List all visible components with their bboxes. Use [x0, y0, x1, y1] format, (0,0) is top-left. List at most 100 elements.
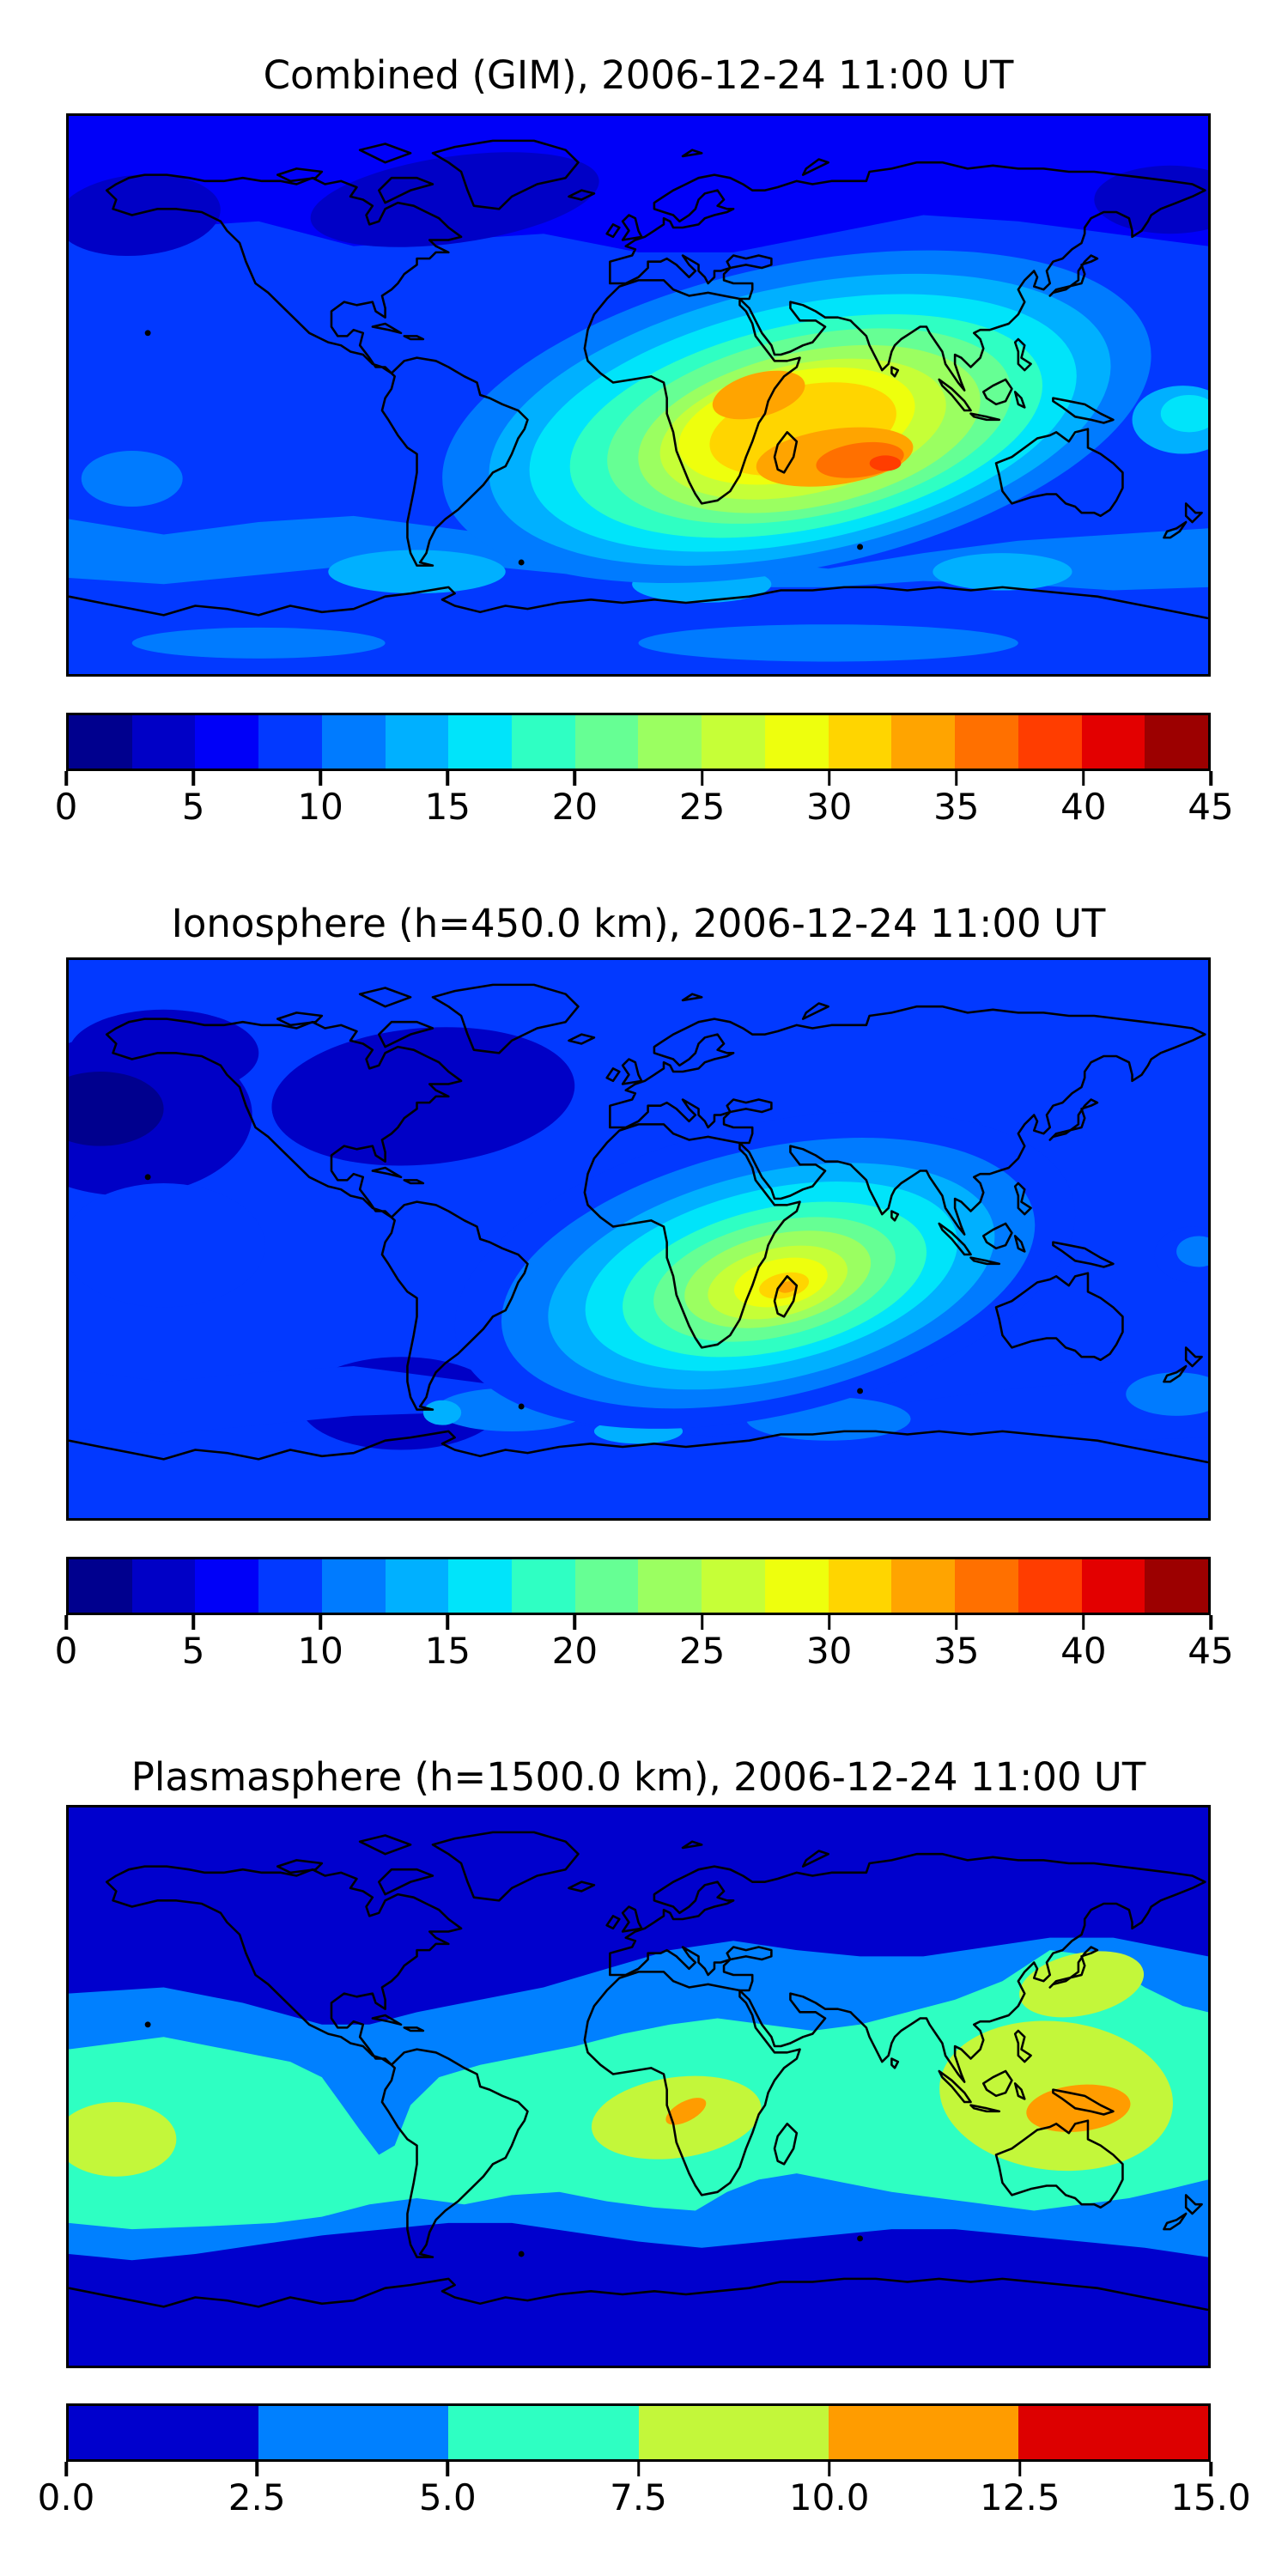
coastline [1184, 2194, 1203, 2215]
coastline [1013, 2082, 1026, 2100]
colorbar-tick [191, 1615, 195, 1630]
colorbar-tick-label: 30 [805, 1630, 853, 1672]
contour-band [869, 455, 902, 471]
colorbar-segment [1018, 1559, 1082, 1613]
colorbar-tick-label: 10.0 [788, 2476, 870, 2518]
coastline [403, 335, 425, 341]
coastline [994, 1272, 1124, 1362]
colorbar-tick-label: 45 [1188, 786, 1234, 828]
coastline [431, 983, 580, 1054]
contour-band [712, 370, 805, 420]
coastline [969, 1256, 1001, 1266]
coastline [1163, 2212, 1188, 2231]
contour-band [1160, 395, 1208, 433]
colorbar-tick-label: 35 [933, 1630, 980, 1672]
coastline [105, 173, 463, 374]
island-dot [857, 2235, 864, 2242]
coastline [1048, 1098, 1099, 1141]
colorbar-tick-label: 5 [181, 1630, 205, 1672]
island-dot [518, 1403, 525, 1410]
coastline [358, 987, 412, 1008]
coastline [276, 167, 324, 183]
colorbar-tick-label: 10 [297, 1630, 343, 1672]
contour-band [69, 1183, 265, 1308]
coastline [969, 2104, 1001, 2113]
colorbar-tick [64, 771, 68, 786]
colorbar-segment [512, 715, 575, 769]
colorbar-segment [955, 1559, 1018, 1613]
coastline [371, 322, 403, 335]
coastline [276, 1859, 324, 1874]
island-dot [144, 2021, 151, 2028]
contour-band [69, 2102, 177, 2177]
coastline [378, 176, 434, 204]
panel2-colorbar [66, 1557, 1211, 1615]
colorbar-tick-label: 20 [551, 786, 598, 828]
coastline [358, 1834, 412, 1856]
colorbar-tick-label: 5.0 [418, 2476, 477, 2518]
coastline [568, 189, 596, 201]
contour-band [1176, 1236, 1208, 1267]
coastline [605, 1067, 621, 1083]
colorbar-tick [446, 2462, 450, 2476]
panel2-map [66, 957, 1211, 1521]
colorbar-segment [891, 715, 956, 769]
coastline [801, 1002, 829, 1020]
coastline [890, 2057, 900, 2069]
colorbar-segment [448, 1559, 513, 1613]
coastline [1013, 2029, 1032, 2063]
island-dot [144, 1174, 151, 1181]
colorbar-tick [64, 2462, 68, 2476]
coastline [568, 1880, 596, 1893]
coastline [568, 1033, 596, 1045]
colorbar-segment [638, 715, 702, 769]
island-dot [518, 559, 525, 566]
colorbar-tick-label: 35 [933, 786, 980, 828]
island-dot [857, 544, 864, 550]
colorbar-tick [700, 771, 704, 786]
coastline [1184, 502, 1203, 524]
panel2-map-svg [69, 960, 1208, 1518]
coastline [358, 143, 412, 164]
colorbar-segment [512, 1559, 575, 1613]
coastline [938, 2069, 972, 2104]
colorbar-segment [1018, 715, 1082, 769]
coastline [605, 223, 621, 239]
coastline [1013, 1182, 1032, 1216]
colorbar-segment [638, 2406, 829, 2459]
colorbar-tick-label: 12.5 [980, 2476, 1060, 2518]
coastline [378, 1020, 434, 1048]
coastline [431, 1831, 580, 1902]
colorbar-tick-label: 40 [1060, 786, 1107, 828]
colorbar-tick-label: 2.5 [228, 2476, 286, 2518]
colorbar-tick [319, 771, 322, 786]
coastline [1048, 254, 1099, 297]
coastline-antarctica [69, 2277, 1208, 2312]
contour-band [69, 173, 221, 257]
contour-band [665, 2098, 707, 2125]
coastline [621, 214, 643, 241]
colorbar-tick-label: 10 [297, 786, 343, 828]
colorbar-tick [64, 1615, 68, 1630]
colorbar-tick-label: 40 [1060, 1630, 1107, 1672]
colorbar-tick-label: 45 [1188, 1630, 1234, 1672]
colorbar-tick-label: 0 [54, 1630, 78, 1672]
contour-band [271, 1027, 575, 1166]
coastline [938, 1222, 972, 1256]
panel3-title: Plasmasphere (h=1500.0 km), 2006-12-24 1… [131, 1754, 1146, 1800]
colorbar-segment [195, 1559, 259, 1613]
colorbar-segment [385, 1559, 449, 1613]
colorbar-segment [1145, 715, 1208, 769]
panel1-map [66, 113, 1211, 677]
coastline [105, 1018, 463, 1218]
colorbar-segment [448, 715, 513, 769]
colorbar-tick-label: 15 [424, 786, 471, 828]
island-dot [144, 330, 151, 337]
colorbar-segment [638, 1559, 702, 1613]
colorbar-segment [448, 2406, 639, 2459]
colorbar-tick [955, 771, 958, 786]
colorbar-segment [69, 1559, 132, 1613]
coastline [681, 993, 703, 1002]
coastline [773, 431, 799, 474]
colorbar-tick [636, 2462, 641, 2476]
